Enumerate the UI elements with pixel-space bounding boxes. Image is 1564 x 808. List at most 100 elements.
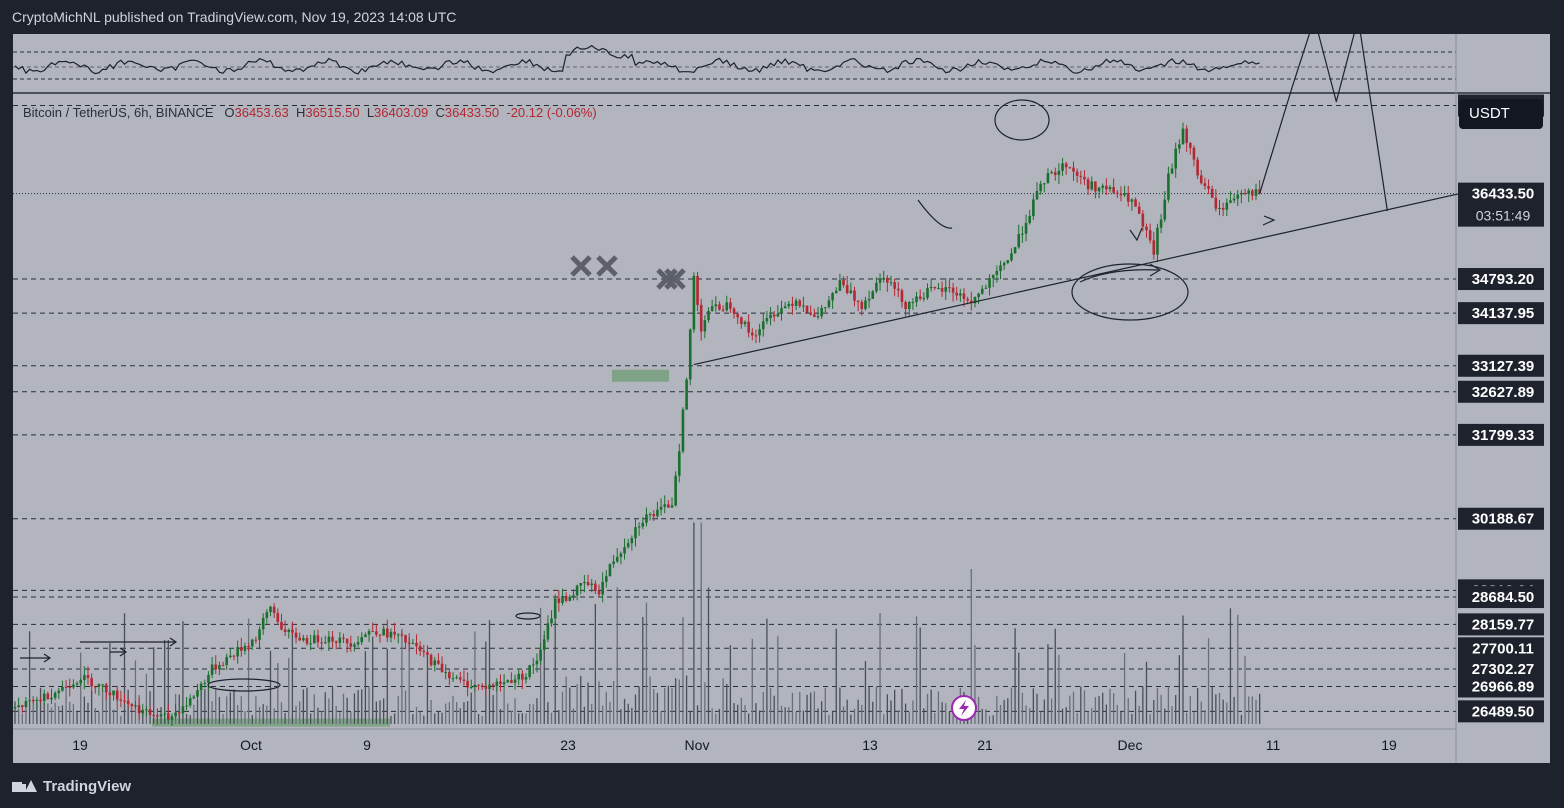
price-label-bg xyxy=(1458,182,1544,227)
candle-body xyxy=(1218,207,1221,209)
candle-body xyxy=(174,712,177,717)
candle-body xyxy=(1006,260,1010,263)
candle-body xyxy=(1174,148,1177,169)
candle-body xyxy=(269,606,272,613)
candle-body xyxy=(754,335,758,337)
candle-body xyxy=(594,583,597,592)
candle-body xyxy=(1101,185,1104,188)
candle-body xyxy=(1232,198,1236,201)
candle-body xyxy=(586,582,590,586)
candle-body xyxy=(572,595,575,597)
candle-body xyxy=(747,321,750,333)
ohlc-legend: Bitcoin / TetherUS, 6h, BINANCE O36453.6… xyxy=(23,105,597,120)
candle-body xyxy=(849,290,853,294)
candle-body xyxy=(473,684,477,688)
candle-body xyxy=(404,635,407,643)
candle-body xyxy=(1094,181,1097,192)
candle-body xyxy=(813,314,816,317)
candle-body xyxy=(327,636,331,643)
candle-body xyxy=(437,660,440,664)
candle-body xyxy=(382,628,385,636)
candle-body xyxy=(1240,192,1243,195)
candle-body xyxy=(469,687,473,689)
price-label: 34793.20 xyxy=(1472,271,1535,288)
candle-body xyxy=(459,677,462,680)
candle-body xyxy=(1189,142,1192,148)
candle-body xyxy=(250,639,254,647)
candle-body xyxy=(1072,167,1075,172)
candle-body xyxy=(521,673,524,680)
candle-body xyxy=(1123,193,1126,196)
candle-body xyxy=(937,288,940,290)
price-label: 33127.39 xyxy=(1472,358,1535,375)
candle-body xyxy=(192,696,196,699)
candle-body xyxy=(831,293,834,301)
candle-body xyxy=(396,634,400,636)
candle-body xyxy=(988,278,991,288)
currency-button[interactable]: USDT xyxy=(1459,99,1543,129)
author-name[interactable]: CryptoMichNL xyxy=(12,9,101,25)
candle-body xyxy=(375,631,378,635)
candle-body xyxy=(787,303,791,307)
candle-body xyxy=(532,664,535,666)
candle-body xyxy=(962,293,966,300)
candle-body xyxy=(678,451,681,476)
candle-body xyxy=(751,332,754,336)
candle-body xyxy=(725,302,729,311)
candle-body xyxy=(1141,213,1145,227)
candle-body xyxy=(196,690,199,697)
candle-body xyxy=(1064,163,1068,168)
candle-body xyxy=(780,308,783,314)
candle-body xyxy=(1152,240,1156,255)
symbol-name[interactable]: Bitcoin / TetherUS, 6h, BINANCE xyxy=(23,105,214,120)
candle-body xyxy=(864,300,867,309)
projection-path xyxy=(1259,17,1388,212)
candle-body xyxy=(42,693,46,702)
candle-body xyxy=(524,676,528,680)
candle-body xyxy=(137,705,141,714)
high-value: 36515.50 xyxy=(305,105,360,120)
candle-body xyxy=(871,291,875,299)
candle-body xyxy=(1207,186,1210,189)
candle-body xyxy=(911,302,915,304)
candle-body xyxy=(108,692,112,696)
candle-body xyxy=(491,684,495,687)
candle-body xyxy=(721,309,725,311)
candle-body xyxy=(28,700,31,702)
candle-body xyxy=(568,596,572,601)
candle-body xyxy=(371,631,374,633)
candle-body xyxy=(904,301,907,310)
chart-frame[interactable] xyxy=(13,34,1550,763)
candle-body xyxy=(53,692,57,698)
candle-body xyxy=(1148,230,1152,241)
tradingview-footer[interactable]: TradingView xyxy=(12,778,131,795)
candle-body xyxy=(882,277,885,280)
candle-body xyxy=(214,664,218,670)
lightning-icon[interactable] xyxy=(951,695,977,721)
candle-body xyxy=(1247,190,1250,194)
candle-body xyxy=(809,312,812,315)
candle-body xyxy=(743,321,747,325)
candle-body xyxy=(528,665,531,677)
candle-body xyxy=(1178,144,1181,149)
candle-body xyxy=(338,637,342,643)
small-circle xyxy=(515,612,541,620)
candle-body xyxy=(1032,199,1035,217)
price-label: 27302.27 xyxy=(1472,661,1535,678)
candle-body xyxy=(539,649,542,661)
candle-body xyxy=(68,686,72,688)
candle-body xyxy=(86,675,90,679)
candle-body xyxy=(1116,192,1119,194)
candle-body xyxy=(1043,183,1046,185)
trendline-arrowhead xyxy=(1262,215,1276,226)
candle-body xyxy=(1258,189,1261,193)
candle-body xyxy=(1156,227,1159,255)
price-label: 31799.33 xyxy=(1472,427,1535,444)
candle-body xyxy=(145,709,148,711)
candle-body xyxy=(820,308,823,317)
candle-body xyxy=(356,642,360,645)
candle-body xyxy=(929,287,933,289)
candle-body xyxy=(1079,175,1083,177)
candle-body xyxy=(1221,207,1225,210)
